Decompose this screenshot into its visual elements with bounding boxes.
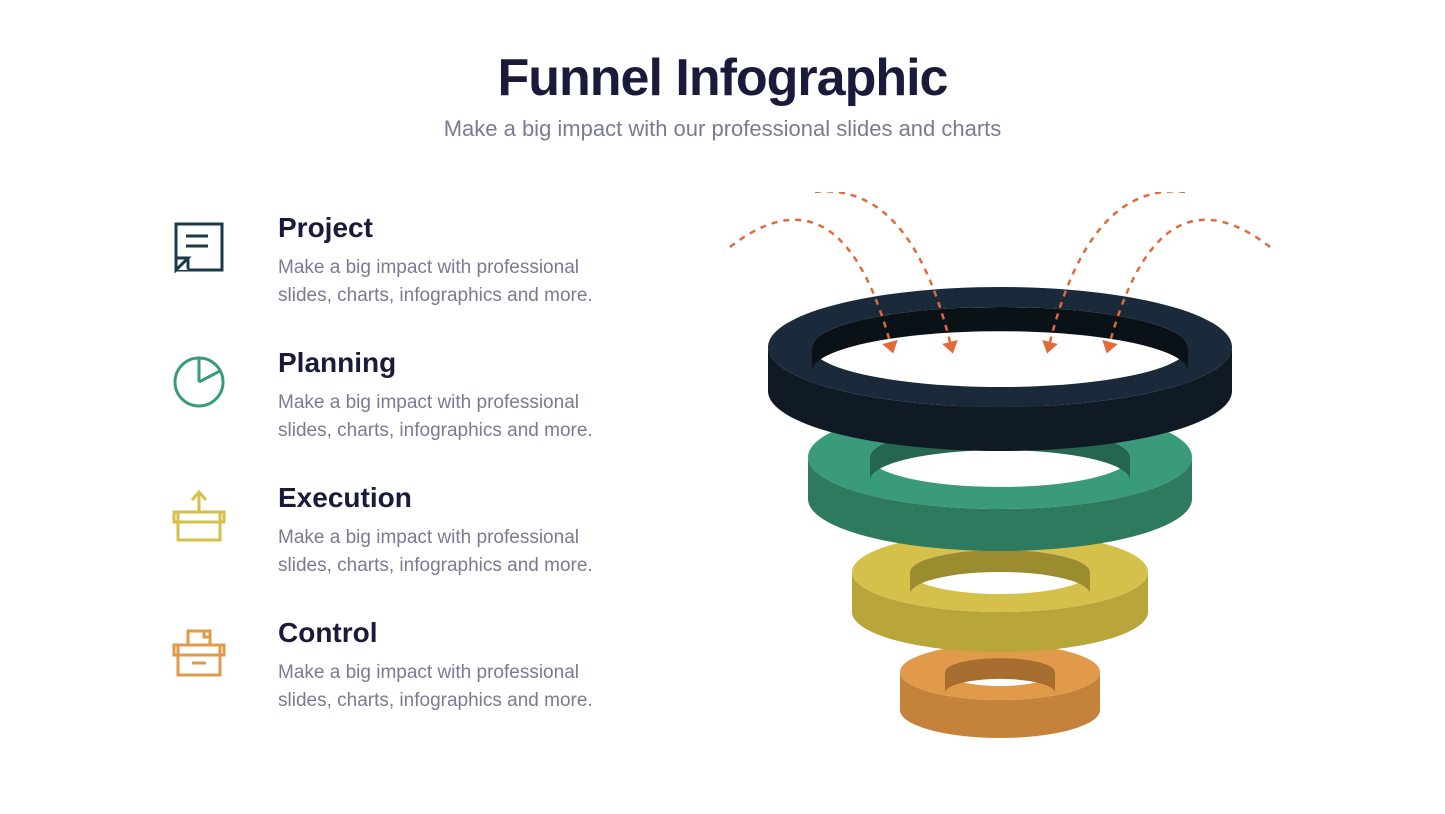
upload-box-icon xyxy=(170,488,228,546)
document-icon xyxy=(170,218,228,276)
funnel-graphic xyxy=(650,212,1350,772)
item-title: Project xyxy=(278,212,650,244)
item-planning: Planning Make a big impact with professi… xyxy=(170,347,650,444)
item-title: Planning xyxy=(278,347,650,379)
item-desc: Make a big impact with professional slid… xyxy=(278,389,618,444)
item-title: Execution xyxy=(278,482,650,514)
item-desc: Make a big impact with professional slid… xyxy=(278,254,618,309)
item-project: Project Make a big impact with professio… xyxy=(170,212,650,309)
page-subtitle: Make a big impact with our professional … xyxy=(0,116,1445,142)
item-text: Execution Make a big impact with profess… xyxy=(278,482,650,579)
item-desc: Make a big impact with professional slid… xyxy=(278,524,618,579)
item-execution: Execution Make a big impact with profess… xyxy=(170,482,650,579)
pie-icon xyxy=(170,353,228,411)
item-text: Project Make a big impact with professio… xyxy=(278,212,650,309)
page-title: Funnel Infographic xyxy=(0,48,1445,108)
content-row: Project Make a big impact with professio… xyxy=(0,212,1445,772)
header: Funnel Infographic Make a big impact wit… xyxy=(0,0,1445,142)
item-title: Control xyxy=(278,617,650,649)
archive-icon xyxy=(170,623,228,681)
item-desc: Make a big impact with professional slid… xyxy=(278,659,618,714)
item-text: Control Make a big impact with professio… xyxy=(278,617,650,714)
items-column: Project Make a big impact with professio… xyxy=(0,212,650,772)
item-control: Control Make a big impact with professio… xyxy=(170,617,650,714)
item-text: Planning Make a big impact with professi… xyxy=(278,347,650,444)
